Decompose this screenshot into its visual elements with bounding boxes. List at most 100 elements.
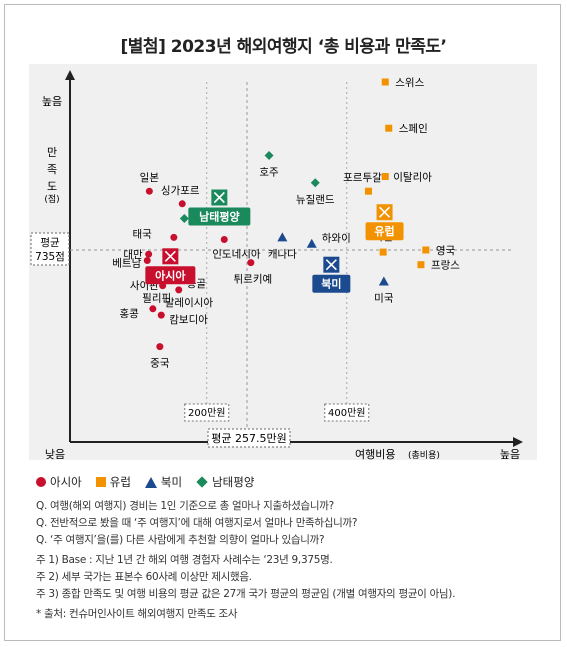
point-label: 필리핀 <box>142 293 171 305</box>
point-label: 호주 <box>259 167 279 179</box>
legend-square-icon <box>95 477 106 487</box>
point-north-america <box>378 276 389 286</box>
point-asia <box>143 257 151 264</box>
point-asia <box>175 286 183 294</box>
point-label: 뉴질랜드 <box>296 194 335 206</box>
y-axis-high-label: 높음 <box>42 95 62 108</box>
point-label: 포르투갈 <box>343 171 382 184</box>
region-label: 아시아 <box>155 268 186 282</box>
point-europe <box>381 173 389 180</box>
chart-title: [별첨] 2023년 해외여행지 ‘총 비용과 만족도’ <box>120 37 447 57</box>
legend-item-europe: 유럽 <box>95 474 131 490</box>
legend-label-north-america: 북미 <box>160 475 183 489</box>
chart-legend: 아시아 유럽 북미 남태평양 <box>36 474 254 490</box>
point-oceania <box>264 151 274 160</box>
x-avg-label: 평균 257.5만원 <box>211 432 286 445</box>
footnotes: 주 1) Base : 지난 1년 간 해외 여행 경험자 사례수는 ‘23년 … <box>36 552 455 603</box>
point-label: 튀르키예 <box>234 273 273 286</box>
source-note: * 출처: 컨슈머인사이트 해외여행지 만족도 조사 <box>36 608 238 620</box>
question-1: Q. 여행(해외 여행지) 경비는 1인 기준으로 총 얼마나 지출하셨습니까? <box>36 500 334 512</box>
point-label: 베트남 <box>112 258 141 270</box>
y-axis-title-char: 도 <box>47 180 57 193</box>
point-label: 미국 <box>374 293 394 305</box>
point-europe <box>364 187 372 195</box>
point-oceania <box>179 214 189 223</box>
point-label: 싱가포르 <box>161 185 200 197</box>
point-label: 영국 <box>436 245 456 257</box>
point-label: 말레이시아 <box>165 297 214 309</box>
point-oceania <box>310 178 320 188</box>
x-tick-200-label: 200만원 <box>188 407 226 419</box>
x-tick-200-box <box>184 403 230 422</box>
point-label: 프랑스 <box>431 260 460 272</box>
point-europe <box>379 248 387 256</box>
x-axis-arrowhead <box>513 437 523 447</box>
legend-triangle-icon <box>144 476 157 488</box>
point-europe <box>422 246 430 254</box>
legend-circle-icon <box>36 477 46 487</box>
x-axis-low-label: 낮음 <box>45 448 65 461</box>
point-north-america <box>306 238 317 248</box>
legend-label-europe: 유럽 <box>109 475 131 489</box>
point-asia <box>247 259 255 267</box>
point-north-america <box>277 232 288 242</box>
region-label-box <box>145 266 196 285</box>
question-2: Q. 전반적으로 봤을 때 ‘주 여행지’에 대해 여행지로서 얼마나 만족하십… <box>36 517 358 529</box>
point-asia <box>220 236 228 243</box>
y-axis-unit: (점) <box>44 193 59 205</box>
plot-background <box>29 64 537 460</box>
legend-label-oceania: 남태평양 <box>212 475 255 489</box>
x-tick-400-label: 400만원 <box>328 407 366 419</box>
point-label: 캐나다 <box>268 248 297 260</box>
region-label: 유럽 <box>374 224 394 238</box>
point-europe <box>385 124 393 132</box>
legend-label-asia: 아시아 <box>50 475 82 489</box>
footnote-3: 주 3) 종합 만족도 및 여행 비용의 평균 값은 27개 국가 평균의 평균… <box>36 588 456 600</box>
legend-item-north-america: 북미 <box>144 474 183 490</box>
x-axis-unit: (총비용) <box>408 450 440 461</box>
point-asia <box>170 233 178 241</box>
region-label-box <box>188 207 251 226</box>
point-label: 인도네시아 <box>212 249 261 261</box>
region-x-icon <box>213 191 225 204</box>
x-avg-box <box>207 428 291 448</box>
point-label: 스위스 <box>395 76 424 89</box>
y-axis-title-char: 족 <box>47 163 57 176</box>
legend-item-oceania: 남태평양 <box>196 474 254 490</box>
region-x-icon <box>378 206 391 218</box>
legend-item-asia: 아시아 <box>36 474 82 490</box>
x-axis-high-label: 높음 <box>500 448 520 461</box>
y-avg-label: 평균 <box>40 237 60 249</box>
point-europe <box>417 261 425 269</box>
x-axis-title: 여행비용 <box>355 448 395 461</box>
question-3: Q. ‘주 여행지’을(를) 다른 사람에게 추천할 의향이 얼마나 있습니까? <box>36 534 325 546</box>
point-label: 일본 <box>140 171 160 184</box>
region-label: 북미 <box>321 277 341 291</box>
y-avg-box <box>30 232 70 266</box>
region-x-icon <box>164 250 176 262</box>
point-label: 스페인 <box>399 123 428 135</box>
point-label: 태국 <box>133 228 153 240</box>
point-label: 홍콩 <box>120 307 140 320</box>
region-label-box <box>312 274 351 293</box>
region-x-icon <box>325 259 337 271</box>
point-asia <box>145 187 153 195</box>
point-asia <box>145 250 153 258</box>
point-label: 중국 <box>150 358 170 370</box>
footnote-1: 주 1) Base : 지난 1년 간 해외 여행 경험자 사례수는 ‘23년 … <box>36 554 333 566</box>
x-tick-400-box <box>324 403 370 422</box>
region-label-box <box>365 222 404 241</box>
point-asia <box>157 311 165 319</box>
point-label: 대만 <box>123 249 143 261</box>
point-label: 이탈리아 <box>393 171 432 184</box>
survey-questions: Q. 여행(해외 여행지) 경비는 1인 기준으로 총 얼마나 지출하셨습니까?… <box>36 498 357 549</box>
figure-frame <box>4 4 561 641</box>
point-asia <box>156 343 164 351</box>
point-label: 캄보디아 <box>169 314 208 326</box>
region-label: 남태평양 <box>199 210 239 224</box>
point-asia <box>178 200 186 208</box>
y-avg-value: 735점 <box>35 251 65 263</box>
footnote-2: 주 2) 세부 국가는 표본수 60사례 이상만 제시했음. <box>36 571 252 583</box>
point-europe <box>381 78 389 86</box>
